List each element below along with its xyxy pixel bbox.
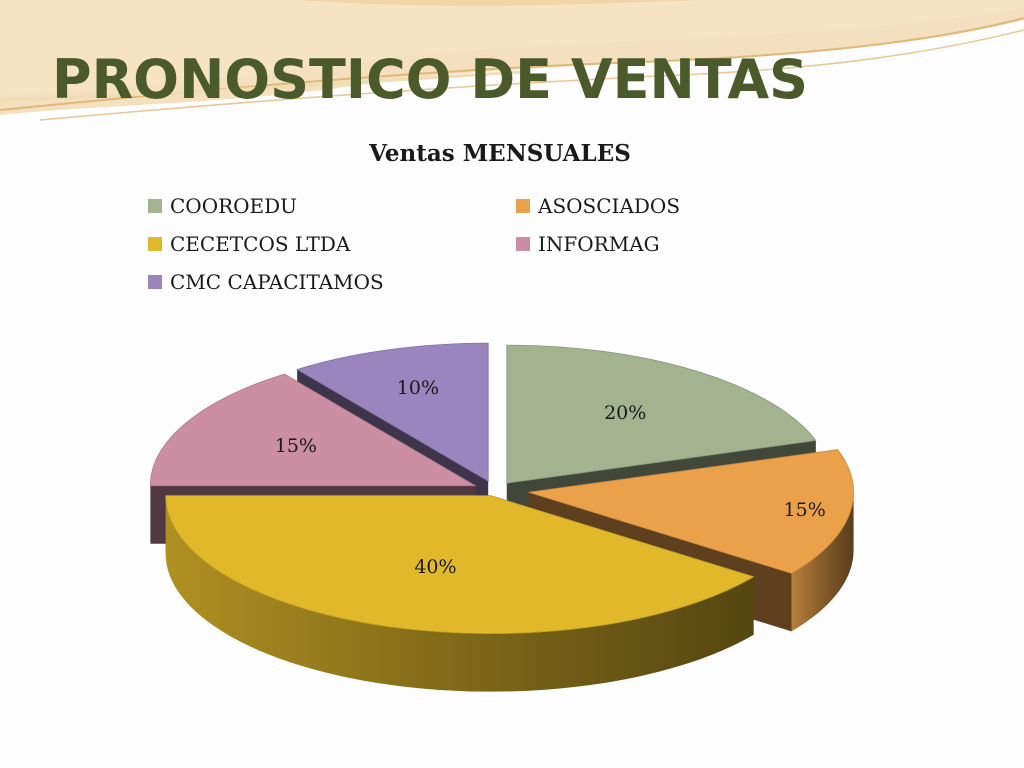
pie-data-label: 10%: [397, 377, 439, 399]
legend-swatch: [516, 198, 530, 213]
legend-swatch: [148, 274, 162, 289]
pie-slice-top: [506, 344, 817, 484]
pie-data-label: 15%: [275, 435, 317, 457]
pie-data-label: 40%: [414, 556, 456, 578]
legend-swatch: [148, 236, 162, 251]
legend-label: ASOSCIADOS: [538, 193, 681, 218]
legend-label: CMC CAPACITAMOS: [170, 269, 384, 294]
pie-slice-side: [165, 495, 754, 692]
legend-item: ASOSCIADOS: [516, 193, 768, 218]
legend-label: INFORMAG: [538, 231, 660, 256]
slide-title: PRONOSTICO DE VENTAS: [52, 48, 809, 111]
legend-swatch: [148, 198, 162, 213]
legend-item: CECETCOS LTDA: [148, 231, 516, 256]
pie-slice-side: [791, 492, 854, 632]
legend-item: INFORMAG: [516, 231, 768, 256]
pie-slice-top: [296, 342, 489, 482]
pie-chart: 20% 15% 40% 15% 10%: [149, 342, 854, 692]
pie-slice-top: [528, 449, 854, 574]
legend-swatch: [516, 236, 530, 251]
pie-data-label: 20%: [604, 402, 646, 424]
pie-data-label: 15%: [784, 499, 826, 521]
header-decoration: [0, 0, 1024, 121]
chart-legend: COOROEDU ASOSCIADOS CECETCOS LTDA INFORM…: [148, 193, 768, 294]
pie-slice: [165, 495, 755, 692]
pie-slice-top: [165, 495, 755, 635]
legend-label: COOROEDU: [170, 193, 298, 218]
legend-item: CMC CAPACITAMOS: [148, 269, 516, 294]
pie-slice-top: [149, 373, 477, 487]
legend-item: COOROEDU: [148, 193, 516, 218]
chart-title: Ventas MENSUALES: [369, 140, 631, 167]
legend-label: CECETCOS LTDA: [170, 231, 351, 256]
